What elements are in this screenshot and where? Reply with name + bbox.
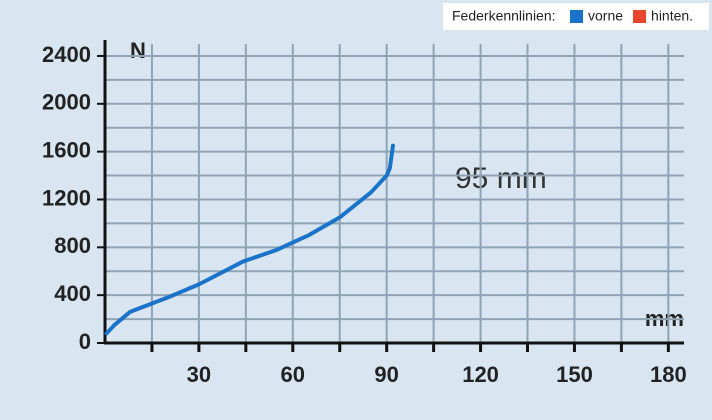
y-tick-label: 2400 — [42, 42, 91, 67]
x-tick-label: 150 — [556, 362, 593, 387]
y-tick-label: 0 — [79, 329, 91, 354]
legend-label: hinten. — [651, 8, 693, 24]
y-tick-label: 2000 — [42, 90, 91, 115]
y-axis-label: N — [130, 38, 146, 63]
x-tick-label: 180 — [650, 362, 687, 387]
legend-swatch — [570, 10, 583, 23]
y-tick-label: 400 — [54, 281, 91, 306]
annotation: 95 mm — [455, 162, 547, 195]
y-tick-label: 1600 — [42, 137, 91, 162]
legend-title: Federkennlinien: — [452, 8, 556, 24]
series-line — [104, 143, 395, 336]
legend-swatch — [633, 10, 647, 23]
y-tick-label: 800 — [54, 233, 91, 258]
y-tick-label: 1200 — [42, 185, 91, 210]
legend-label: vorne — [588, 8, 623, 24]
x-tick-label: 60 — [281, 362, 305, 387]
x-tick-label: 30 — [187, 362, 211, 387]
x-tick-label: 90 — [374, 362, 398, 387]
x-tick-label: 120 — [462, 362, 499, 387]
